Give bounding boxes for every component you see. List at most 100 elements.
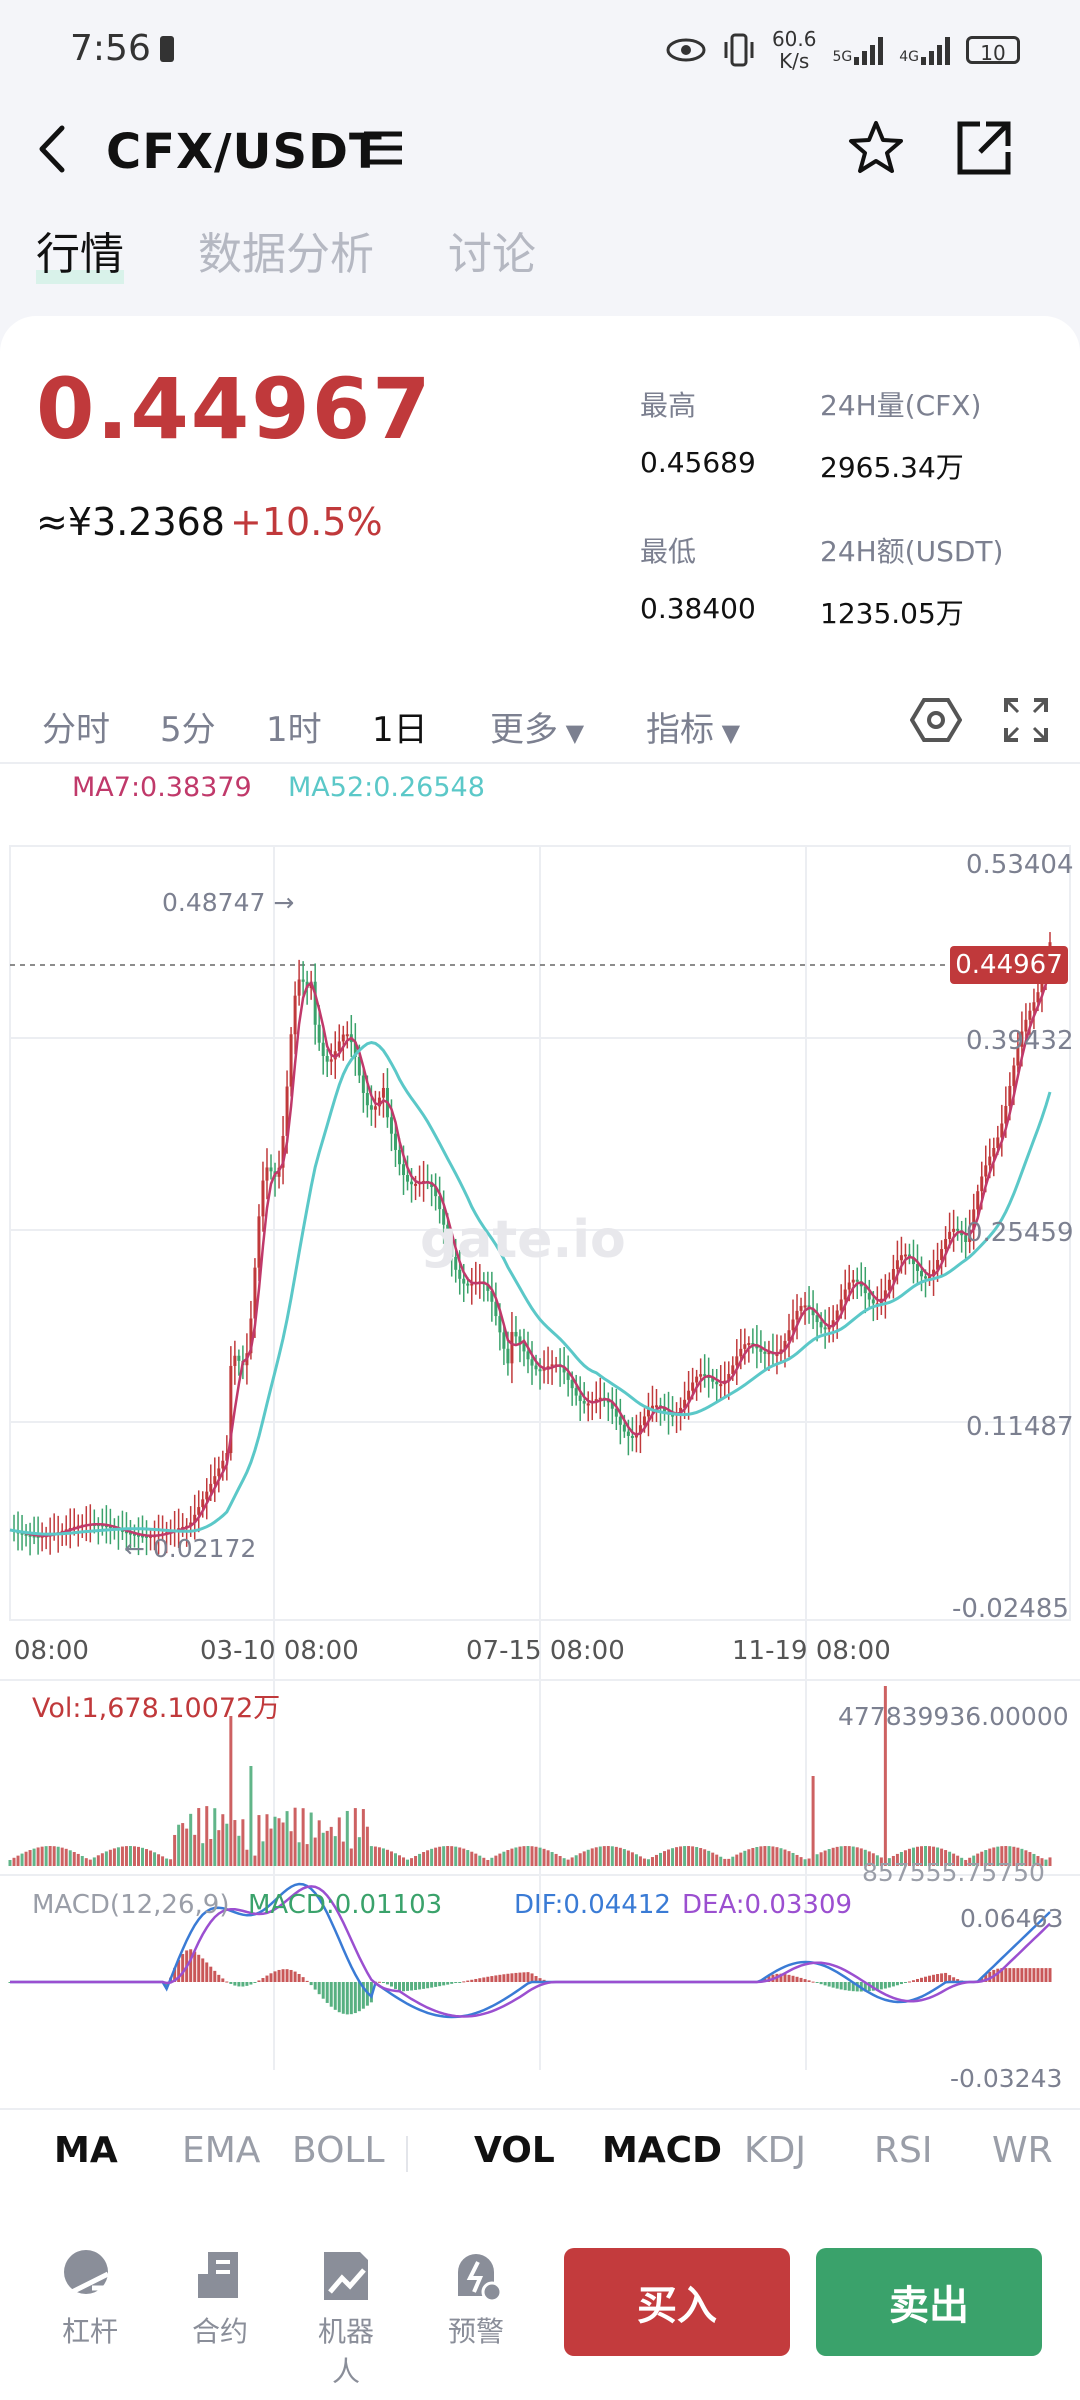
period-1d[interactable]: 1日 xyxy=(372,710,428,750)
volume-bar xyxy=(835,1846,839,1866)
volume-bar xyxy=(514,1847,518,1866)
volume-bar xyxy=(683,1846,687,1866)
volume-bar xyxy=(654,1854,658,1866)
volume-bar xyxy=(153,1852,157,1866)
indicator-ema[interactable]: EMA xyxy=(182,2130,261,2171)
y-tick: 0.39432 xyxy=(966,1026,1074,1056)
candle-body xyxy=(775,1354,779,1357)
candle-body xyxy=(715,1381,719,1385)
macd-bar xyxy=(329,1982,333,2007)
volume-bar xyxy=(84,1858,88,1866)
indicator-kdj[interactable]: KDJ xyxy=(744,2130,806,2171)
volume-bar xyxy=(839,1846,843,1866)
indicator-vol[interactable]: VOL xyxy=(474,2130,555,2171)
sell-button[interactable]: 卖出 xyxy=(816,2248,1042,2356)
tab-market[interactable]: 行情 xyxy=(36,218,124,288)
volume-bar xyxy=(534,1846,538,1866)
volume-bar xyxy=(269,1828,273,1866)
nav-alert[interactable]: 预警 xyxy=(436,2248,516,2350)
candle-body xyxy=(976,1191,980,1210)
net-speed: 60.6 K/s xyxy=(771,27,817,73)
macd-bar xyxy=(249,1982,253,1985)
vibrate-icon xyxy=(724,33,754,67)
indicator-wr[interactable]: WR xyxy=(992,2130,1053,2171)
candle-body xyxy=(136,1534,140,1537)
volume-bar xyxy=(442,1846,446,1866)
indicator-menu[interactable]: 指标 ▼ xyxy=(646,710,741,750)
volume-bar xyxy=(389,1851,393,1866)
pair-menu-icon[interactable] xyxy=(362,130,404,166)
volume-bar xyxy=(956,1855,960,1866)
period-more[interactable]: 更多 ▼ xyxy=(490,710,585,750)
buy-button[interactable]: 买入 xyxy=(564,2248,790,2356)
nav-margin[interactable]: 杠杆 xyxy=(50,2248,130,2350)
volume-bar xyxy=(594,1847,598,1866)
volume-bar xyxy=(895,1853,899,1866)
volume-bar xyxy=(430,1848,434,1866)
volume-bar xyxy=(265,1814,269,1866)
volume-bar xyxy=(775,1847,779,1866)
candle-body xyxy=(466,1283,470,1286)
status-bar: 7:56 60.6 K/s 5G 4G 10 xyxy=(0,0,1080,100)
dif-value: DIF:0.04412 xyxy=(514,1890,671,1920)
period-1h[interactable]: 1时 xyxy=(266,710,322,750)
macd-bar xyxy=(337,1982,341,2013)
candle-body xyxy=(1004,1105,1008,1124)
macd-bar xyxy=(887,1982,891,1988)
macd-bar xyxy=(257,1980,261,1982)
volume-bar xyxy=(141,1847,145,1866)
macd-bar xyxy=(261,1978,265,1982)
macd-bar xyxy=(486,1976,490,1982)
candle-body xyxy=(506,1348,510,1364)
candle-body xyxy=(438,1196,442,1210)
candle-body xyxy=(835,1310,839,1321)
macd-bar xyxy=(807,1980,811,1982)
candle-body xyxy=(128,1532,132,1535)
volume-bar xyxy=(711,1852,715,1866)
nav-robot[interactable]: 机器人 xyxy=(306,2248,386,2390)
volume-bar xyxy=(783,1849,787,1866)
macd-bar xyxy=(1000,1968,1004,1982)
macd-bar xyxy=(181,1954,185,1982)
candle-body xyxy=(903,1254,907,1257)
fullscreen-icon[interactable] xyxy=(1002,696,1050,744)
indicator-ma[interactable]: MA xyxy=(54,2130,118,2171)
volume-bar xyxy=(891,1855,895,1866)
kline-chart[interactable] xyxy=(0,820,1080,2110)
settings-hex-icon[interactable] xyxy=(910,694,962,746)
indicator-macd[interactable]: MACD xyxy=(602,2130,722,2171)
candle-body xyxy=(996,1137,1000,1148)
nav-contract[interactable]: 合约 xyxy=(180,2248,260,2350)
candle-body xyxy=(747,1343,751,1346)
volume-bar xyxy=(691,1846,695,1866)
pair-title[interactable]: CFX/USDT xyxy=(106,124,383,180)
volume-bar xyxy=(715,1854,719,1866)
macd-bar xyxy=(410,1982,414,1991)
macd-bar xyxy=(265,1975,269,1982)
candle-body xyxy=(213,1476,217,1484)
tab-data-analysis[interactable]: 数据分析 xyxy=(198,229,374,280)
indicator-boll[interactable]: BOLL xyxy=(292,2130,385,2171)
volume-bar xyxy=(695,1847,699,1866)
period-5m[interactable]: 5分 xyxy=(160,710,216,750)
volume-bar xyxy=(305,1844,309,1866)
volume-bar xyxy=(992,1847,996,1866)
ma7-line xyxy=(9,968,1052,1538)
candle-body xyxy=(462,1278,466,1284)
candle-body xyxy=(791,1319,795,1331)
indicator-rsi[interactable]: RSI xyxy=(874,2130,933,2171)
tab-discussion[interactable]: 讨论 xyxy=(448,229,536,280)
period-timeshare[interactable]: 分时 xyxy=(42,710,110,750)
candle-body xyxy=(855,1279,859,1282)
candle-body xyxy=(281,1135,285,1168)
volume-bar xyxy=(32,1848,36,1866)
back-icon[interactable] xyxy=(34,124,74,174)
volume-bar xyxy=(377,1847,381,1866)
volume-bar xyxy=(169,1859,173,1866)
macd-bar xyxy=(406,1982,410,1991)
favorite-star-icon[interactable] xyxy=(846,118,906,178)
share-icon[interactable] xyxy=(954,118,1014,178)
macd-bar xyxy=(1032,1968,1036,1982)
macd-bar xyxy=(1004,1968,1008,1982)
dif-line xyxy=(10,1882,1051,2019)
